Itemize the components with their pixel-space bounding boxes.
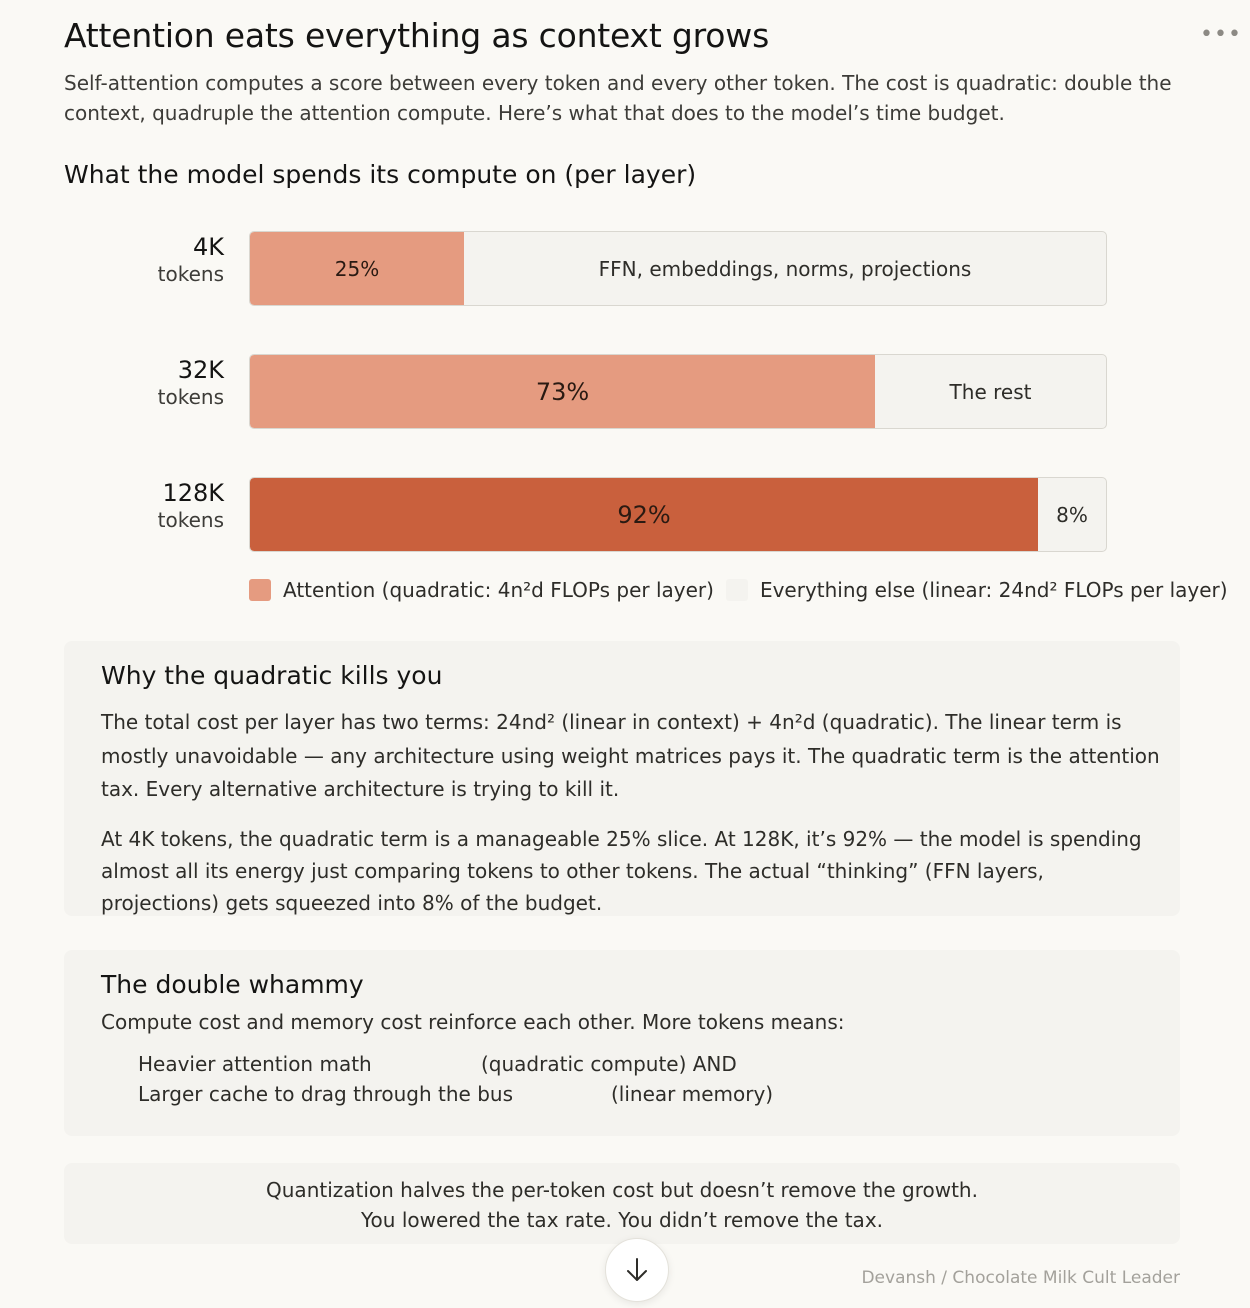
bar-data-label: 8% (1056, 502, 1088, 527)
stacked-bar: 73% The rest (249, 354, 1107, 429)
card-paragraph: At 4K tokens, the quadratic term is a ma… (101, 827, 1142, 915)
bar-data-label: 73% (535, 377, 590, 406)
card-heading: The double whammy (101, 970, 364, 999)
quadratic-explainer-card: Why the quadratic kills you The total co… (64, 641, 1180, 916)
list-item-left: Larger cache to drag through the bus (138, 1082, 514, 1106)
category-unit-label: tokens (157, 385, 224, 409)
bar-segment-rest: FFN, embeddings, norms, projections (464, 232, 1106, 305)
page-subtitle: Self-attention computes a score between … (64, 71, 1172, 125)
card-heading: Why the quadratic kills you (101, 661, 443, 690)
card-paragraph: The total cost per layer has two terms: … (101, 710, 1160, 801)
list-item-right: (quadratic compute) AND (481, 1052, 737, 1076)
bar-data-label: The rest (949, 379, 1032, 404)
legend-label-rest: Everything else (linear: 24nd² FLOPs per… (759, 578, 1228, 602)
stacked-bar: 25% FFN, embeddings, norms, projections (249, 231, 1107, 306)
bar-segment-attention: 25% (250, 232, 464, 305)
note-line: You lowered the tax rate. You didn’t rem… (360, 1208, 884, 1232)
chart-title: What the model spends its compute on (pe… (64, 160, 697, 189)
page-title: Attention eats everything as context gro… (64, 16, 770, 55)
legend-swatch-attention (249, 579, 271, 601)
more-options-icon[interactable]: ••• (1200, 22, 1242, 47)
double-whammy-card: The double whammy Compute cost and memor… (64, 950, 1180, 1136)
bar-segment-rest: 8% (1038, 478, 1106, 551)
bar-data-label: 92% (617, 500, 671, 529)
bar-category-label: 128K tokens (100, 479, 224, 533)
bar-segment-attention: 92% (250, 478, 1038, 551)
category-unit-label: tokens (157, 508, 224, 532)
author-credit: Devansh / Chocolate Milk Cult Leader (861, 1268, 1180, 1288)
chart-legend: Attention (quadratic: 4n²d FLOPs per lay… (249, 578, 1228, 602)
bar-segment-attention: 73% (250, 355, 875, 428)
legend-swatch-rest (725, 579, 748, 601)
bar-category-label: 32K tokens (100, 356, 224, 410)
arrow-down-icon (627, 1258, 647, 1281)
bar-category-label: 4K tokens (100, 233, 224, 287)
card-intro: Compute cost and memory cost reinforce e… (101, 1010, 845, 1034)
quantization-note-card: Quantization halves the per-token cost b… (64, 1163, 1180, 1244)
bar-data-label: 25% (334, 256, 380, 281)
stacked-bar: 92% 8% (249, 477, 1107, 552)
note-line: Quantization halves the per-token cost b… (266, 1178, 978, 1202)
category-tick-label: 4K (192, 233, 224, 261)
scroll-down-button[interactable] (605, 1238, 669, 1302)
category-unit-label: tokens (157, 262, 224, 286)
bar-segment-rest: The rest (875, 355, 1106, 428)
category-tick-label: 32K (177, 356, 224, 384)
bar-data-label: FFN, embeddings, norms, projections (598, 256, 972, 281)
category-tick-label: 128K (162, 479, 224, 507)
list-item-left: Heavier attention math (138, 1052, 372, 1076)
list-item-right: (linear memory) (611, 1082, 774, 1106)
legend-label-attention: Attention (quadratic: 4n²d FLOPs per lay… (283, 578, 714, 602)
